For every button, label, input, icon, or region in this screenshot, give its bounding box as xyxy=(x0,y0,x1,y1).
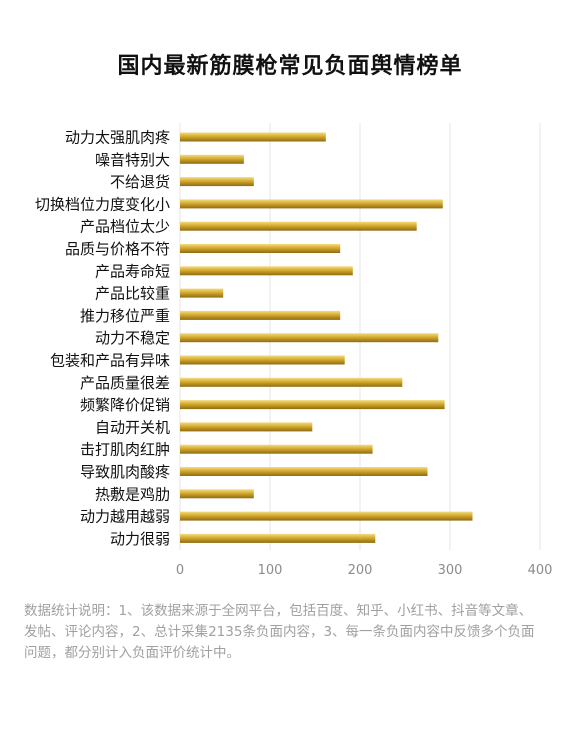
category-label: 动力很弱 xyxy=(110,530,170,548)
bar xyxy=(180,199,443,209)
bar xyxy=(180,377,403,387)
x-tick-label: 400 xyxy=(528,563,553,578)
bar xyxy=(180,355,345,365)
bars xyxy=(180,132,473,543)
category-label: 频繁降价促销 xyxy=(80,396,170,414)
category-label: 不给退货 xyxy=(110,173,170,191)
bar xyxy=(180,467,428,476)
bar xyxy=(180,177,254,187)
bar xyxy=(180,400,445,410)
bar xyxy=(180,221,417,231)
bar xyxy=(180,511,473,521)
category-label: 产品档位太少 xyxy=(80,218,170,236)
category-label: 击打肌肉红肿 xyxy=(80,441,170,459)
x-tick-label: 100 xyxy=(258,563,283,578)
bar xyxy=(180,444,373,454)
bar xyxy=(180,154,244,164)
category-label: 推力移位严重 xyxy=(80,307,170,325)
bar xyxy=(180,333,439,343)
bar xyxy=(180,132,326,142)
footnote: 数据统计说明：1、该数据来源于全网平台，包括百度、知乎、小红书、抖音等文章、发帖… xyxy=(24,603,535,661)
bar xyxy=(180,533,376,543)
category-label: 品质与价格不符 xyxy=(65,240,170,258)
category-labels: 动力太强肌肉疼噪音特别大不给退货切换档位力度变化小产品档位太少品质与价格不符产品… xyxy=(35,129,170,548)
x-tick-label: 0 xyxy=(176,563,184,578)
x-tick-labels: 0 100 200 300 400 xyxy=(176,563,553,578)
category-label: 自动开关机 xyxy=(95,418,170,436)
category-label: 产品质量很差 xyxy=(80,374,170,392)
category-label: 动力越用越弱 xyxy=(80,508,170,526)
category-label: 包装和产品有异味 xyxy=(50,352,170,370)
category-label: 产品比较重 xyxy=(95,285,170,303)
x-tick-label: 300 xyxy=(438,563,463,578)
bar xyxy=(180,288,224,298)
category-label: 动力不稳定 xyxy=(95,329,170,347)
category-label: 动力太强肌肉疼 xyxy=(65,129,170,147)
x-tick-label: 200 xyxy=(348,563,373,578)
bar-chart: 动力太强肌肉疼噪音特别大不给退货切换档位力度变化小产品档位太少品质与价格不符产品… xyxy=(35,123,553,578)
bar xyxy=(180,244,341,253)
bar xyxy=(180,489,254,499)
bar xyxy=(180,422,313,432)
category-label: 噪音特别大 xyxy=(95,151,170,169)
bar xyxy=(180,266,353,276)
category-label: 导致肌肉酸疼 xyxy=(80,463,170,481)
category-label: 产品寿命短 xyxy=(95,262,170,280)
chart-title: 国内最新筋膜枪常见负面舆情榜单 xyxy=(117,54,463,79)
category-label: 热敷是鸡肋 xyxy=(95,485,170,503)
bar xyxy=(180,310,341,320)
category-label: 切换档位力度变化小 xyxy=(35,195,170,213)
